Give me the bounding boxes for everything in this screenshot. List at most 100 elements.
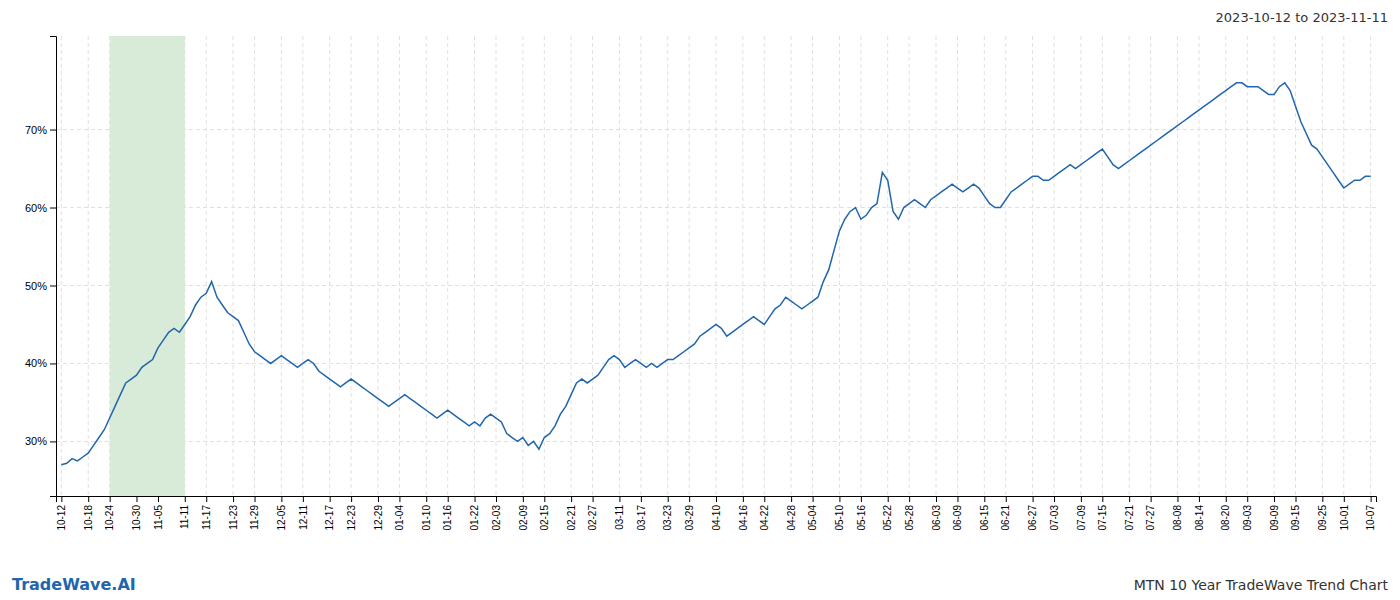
x-tick-mark: [1371, 496, 1372, 502]
y-tick-label: 40%: [25, 357, 47, 369]
x-tick-mark: [1344, 496, 1345, 502]
x-tick: 03-29: [684, 496, 695, 531]
x-grid-line: [812, 36, 813, 496]
x-tick-label: 06-21: [1000, 505, 1011, 531]
y-grid-line: [56, 285, 1376, 286]
x-tick-label: 09-09: [1269, 505, 1280, 531]
x-tick-mark: [1129, 496, 1130, 502]
footer-right: MTN 10 Year TradeWave Trend Chart: [1134, 577, 1389, 593]
x-grid-line: [1080, 36, 1081, 496]
x-tick-label: 11-11: [179, 505, 190, 530]
y-tick: 40%: [25, 357, 56, 369]
y-tick-mark: [50, 363, 56, 364]
y-tick: 30%: [25, 435, 56, 447]
x-tick: 06-09: [952, 496, 963, 531]
y-tick: 60%: [25, 202, 56, 214]
x-grid-line: [839, 36, 840, 496]
y-axis-line: [50, 37, 57, 497]
x-tick-label: 04-10: [711, 505, 722, 531]
x-grid-line: [936, 36, 937, 496]
x-tick-mark: [1226, 496, 1227, 502]
x-tick-mark: [668, 496, 669, 502]
x-tick-mark: [88, 496, 89, 502]
x-tick-label: 04-16: [738, 505, 749, 531]
x-tick-label: 12-05: [276, 505, 287, 531]
x-tick: 04-28: [786, 496, 797, 531]
x-grid-line: [233, 36, 234, 496]
x-grid-line: [447, 36, 448, 496]
x-tick-mark: [303, 496, 304, 502]
x-tick: 06-03: [931, 496, 942, 531]
y-tick-mark: [50, 130, 56, 131]
x-tick: 01-04: [394, 496, 405, 531]
x-tick-mark: [330, 496, 331, 502]
x-grid-line: [206, 36, 207, 496]
x-grid-line: [377, 36, 378, 496]
x-tick-label: 12-17: [324, 505, 335, 531]
x-tick-mark: [743, 496, 744, 502]
x-tick: 08-08: [1172, 496, 1183, 531]
x-tick: 02-15: [539, 496, 550, 531]
x-grid-line: [1225, 36, 1226, 496]
x-tick: 07-09: [1076, 496, 1087, 531]
x-tick-label: 05-28: [904, 505, 915, 531]
footer-left: TradeWave.AI: [12, 575, 136, 594]
x-tick: 11-17: [201, 496, 212, 530]
x-tick-label: 07-27: [1145, 505, 1156, 531]
x-grid-line: [1150, 36, 1151, 496]
x-tick-label: 03-23: [662, 505, 673, 531]
y-tick-mark: [50, 285, 56, 286]
x-grid-line: [667, 36, 668, 496]
x-tick-label: 03-11: [614, 505, 625, 530]
x-grid-line: [909, 36, 910, 496]
x-tick-label: 11-17: [201, 505, 212, 530]
x-tick-mark: [571, 496, 572, 502]
x-tick-mark: [281, 496, 282, 502]
x-tick-label: 09-03: [1242, 505, 1253, 531]
x-grid-line: [689, 36, 690, 496]
x-tick: 09-03: [1242, 496, 1253, 531]
grid: [56, 36, 1376, 496]
x-tick-mark: [110, 496, 111, 502]
x-grid-line: [592, 36, 593, 496]
x-tick: 09-15: [1290, 496, 1301, 531]
x-tick-label: 06-09: [952, 505, 963, 531]
x-tick-label: 01-10: [421, 505, 432, 531]
x-tick-label: 09-25: [1317, 505, 1328, 531]
x-tick: 12-17: [324, 496, 335, 531]
x-tick-label: 10-18: [83, 505, 94, 531]
x-tick-label: 05-10: [834, 505, 845, 531]
x-tick-label: 07-21: [1124, 505, 1135, 531]
x-tick-mark: [1177, 496, 1178, 502]
x-grid-line: [88, 36, 89, 496]
x-tick: 06-15: [979, 496, 990, 531]
highlight-band: [110, 36, 185, 496]
x-tick: 02-27: [587, 496, 598, 531]
title: 2023-10-12 to 2023-11-11: [1216, 10, 1388, 25]
x-tick-mark: [764, 496, 765, 502]
x-tick-label: 05-04: [807, 505, 818, 531]
x-tick-label: 08-20: [1220, 505, 1231, 531]
x-tick: 01-22: [469, 496, 480, 531]
x-tick-label: 01-16: [442, 505, 453, 531]
x-grid-line: [351, 36, 352, 496]
x-tick: 04-16: [738, 496, 749, 531]
x-grid-line: [1247, 36, 1248, 496]
x-tick: 10-07: [1365, 496, 1376, 531]
x-grid-line: [1343, 36, 1344, 496]
x-tick-mark: [957, 496, 958, 502]
x-tick-mark: [136, 496, 137, 502]
x-grid-line: [496, 36, 497, 496]
x-tick-mark: [206, 496, 207, 502]
x-grid-line: [1322, 36, 1323, 496]
x-grid-line: [887, 36, 888, 496]
x-tick: 06-21: [1000, 496, 1011, 531]
x-tick-mark: [544, 496, 545, 502]
x-tick-label: 11-05: [153, 505, 164, 530]
x-tick: 08-20: [1220, 496, 1231, 531]
x-grid-line: [791, 36, 792, 496]
x-grid-line: [329, 36, 330, 496]
x-tick-label: 10-30: [131, 505, 142, 531]
x-tick-label: 10-01: [1339, 505, 1350, 531]
x-tick-label: 05-16: [856, 505, 867, 531]
